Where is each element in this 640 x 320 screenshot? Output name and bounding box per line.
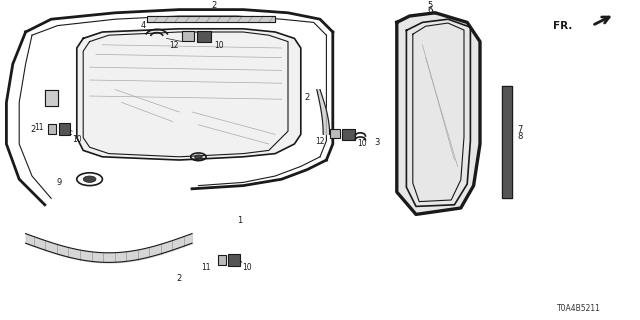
Bar bbox=[330, 129, 340, 138]
Text: 12: 12 bbox=[316, 137, 325, 146]
Text: 2: 2 bbox=[177, 274, 182, 283]
Circle shape bbox=[195, 155, 202, 159]
Text: T0A4B5211: T0A4B5211 bbox=[557, 304, 601, 313]
Text: 2: 2 bbox=[304, 93, 309, 102]
Text: 2: 2 bbox=[30, 125, 35, 134]
Text: 10: 10 bbox=[72, 135, 82, 144]
Text: 2: 2 bbox=[212, 1, 217, 10]
Polygon shape bbox=[77, 29, 301, 160]
Text: 10: 10 bbox=[214, 41, 223, 50]
Polygon shape bbox=[45, 90, 58, 106]
Bar bbox=[48, 124, 56, 134]
Text: 11: 11 bbox=[202, 263, 211, 272]
Text: 9: 9 bbox=[56, 178, 61, 187]
Polygon shape bbox=[397, 13, 480, 214]
Text: 12: 12 bbox=[170, 41, 179, 50]
Bar bbox=[182, 31, 194, 41]
Text: 3: 3 bbox=[374, 138, 380, 147]
Text: 6: 6 bbox=[428, 6, 433, 15]
Text: 10: 10 bbox=[242, 263, 252, 272]
Circle shape bbox=[83, 176, 96, 182]
Text: 7: 7 bbox=[517, 125, 522, 134]
Bar bbox=[342, 129, 355, 140]
Text: 1: 1 bbox=[237, 216, 242, 225]
Bar bbox=[197, 31, 211, 42]
Text: 4: 4 bbox=[141, 21, 146, 30]
Bar bbox=[59, 123, 70, 135]
Bar bbox=[228, 254, 240, 266]
Text: 8: 8 bbox=[517, 132, 522, 141]
Text: 5: 5 bbox=[428, 1, 433, 10]
Polygon shape bbox=[317, 90, 330, 134]
Bar bbox=[218, 255, 226, 265]
Text: 10: 10 bbox=[357, 139, 367, 148]
Polygon shape bbox=[502, 86, 512, 198]
Text: FR.: FR. bbox=[554, 21, 573, 31]
Text: 11: 11 bbox=[34, 124, 44, 132]
Polygon shape bbox=[147, 16, 275, 22]
